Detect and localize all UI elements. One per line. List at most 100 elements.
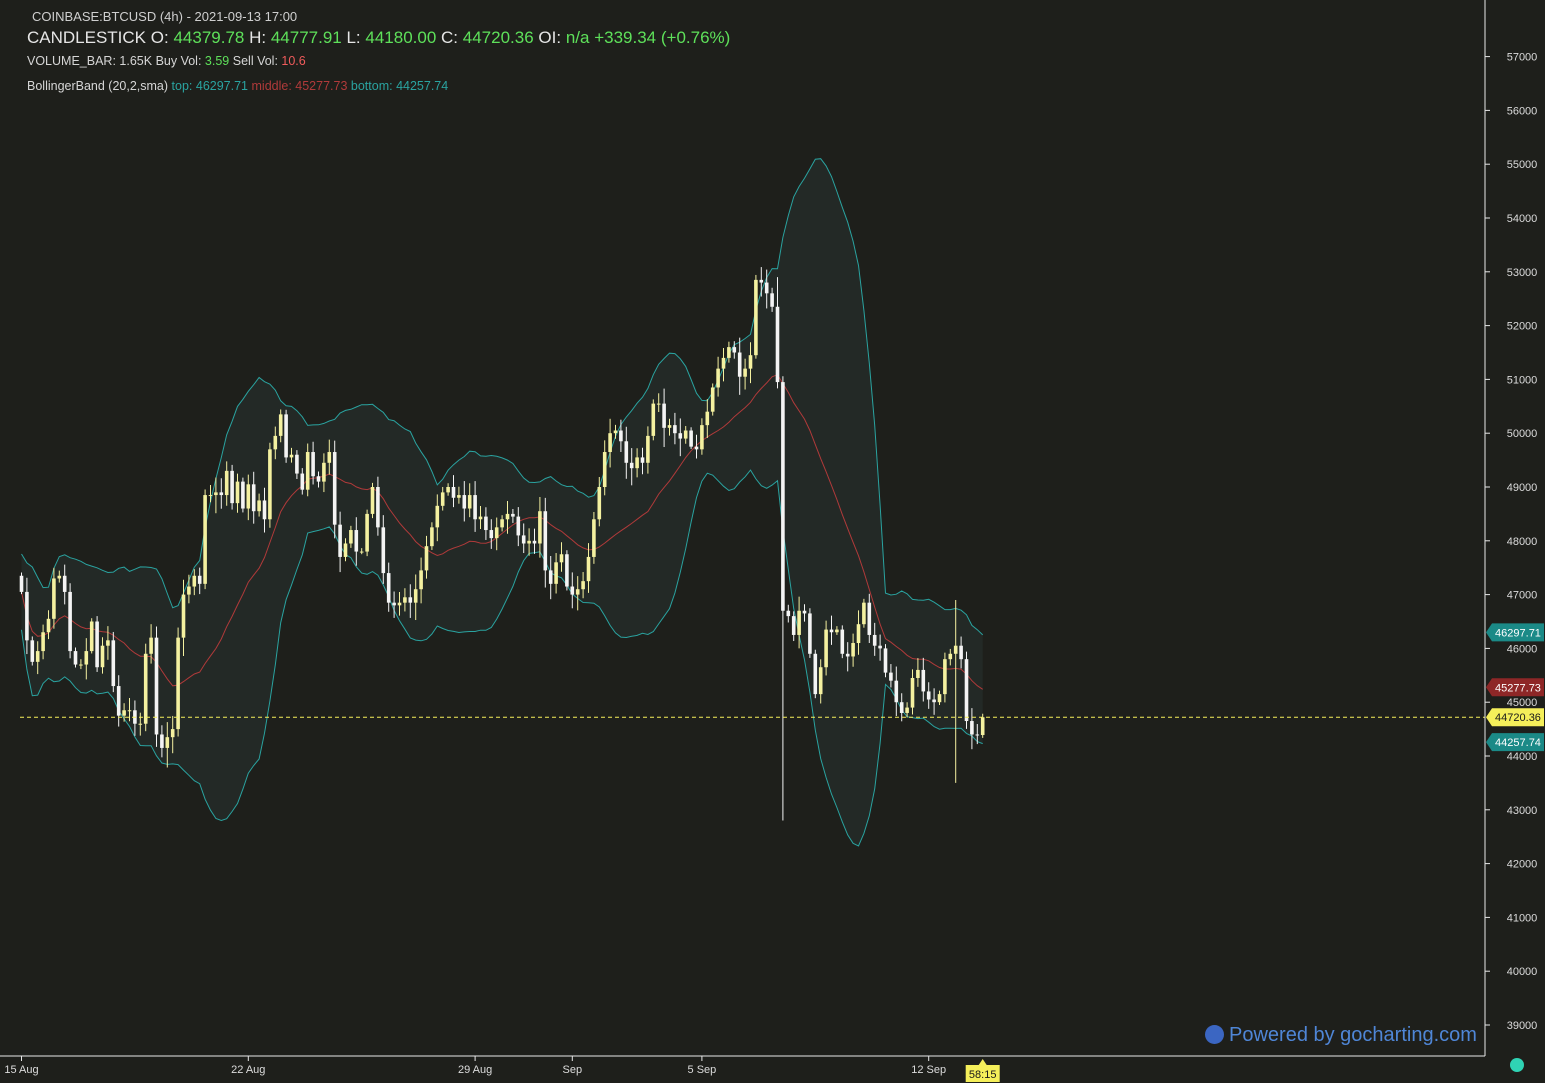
candle xyxy=(419,557,423,604)
plot-area xyxy=(19,158,1485,847)
candle-body xyxy=(521,535,526,544)
candle-body xyxy=(457,495,461,498)
low-value: 44180.00 xyxy=(365,28,437,47)
candle xyxy=(403,588,407,612)
bb-middle-value: 45277.73 xyxy=(295,79,348,93)
candle xyxy=(840,625,845,659)
candle xyxy=(818,659,823,704)
candle-body xyxy=(872,634,877,646)
candle-body xyxy=(170,729,175,738)
candle xyxy=(629,448,634,486)
y-tick-label: 44000 xyxy=(1507,751,1538,763)
candle-body xyxy=(192,575,197,587)
candle xyxy=(872,622,877,656)
close-value: 44720.36 xyxy=(462,28,534,47)
candle-body xyxy=(467,495,472,509)
candle-body xyxy=(419,570,423,590)
candle xyxy=(570,572,575,609)
candle-body xyxy=(160,734,164,748)
candle-body xyxy=(808,613,812,654)
candle-body xyxy=(592,519,596,557)
candle-body xyxy=(943,659,947,695)
y-tick-label: 56000 xyxy=(1507,105,1538,117)
candle xyxy=(559,542,564,572)
candle xyxy=(305,443,310,497)
candle-body xyxy=(975,734,980,736)
candle xyxy=(349,525,353,548)
x-tick-label: 12 Sep xyxy=(911,1064,946,1076)
countdown-tag-shape xyxy=(965,1059,1000,1082)
candle xyxy=(386,562,391,612)
candle-body xyxy=(451,487,456,498)
candle xyxy=(716,356,720,397)
candle-body xyxy=(743,368,747,377)
candle-body xyxy=(624,441,629,463)
candle xyxy=(181,579,186,657)
candle-body xyxy=(138,723,143,725)
candle-body xyxy=(840,629,845,654)
candle xyxy=(170,715,175,754)
candle-body xyxy=(856,624,861,644)
candle-body xyxy=(953,645,958,654)
candle xyxy=(921,657,926,702)
candle-body xyxy=(683,430,688,439)
candle xyxy=(581,572,585,599)
candle xyxy=(651,399,656,441)
candle-body xyxy=(737,352,742,377)
candle xyxy=(478,505,483,530)
candle-body xyxy=(970,721,974,735)
candle xyxy=(748,342,753,384)
candle-body xyxy=(700,425,704,450)
y-tick-label: 50000 xyxy=(1507,428,1538,440)
y-tick-label: 40000 xyxy=(1507,966,1538,978)
candle-body xyxy=(548,570,553,584)
candle-body xyxy=(689,430,693,447)
candle-body xyxy=(980,717,985,736)
candle-body xyxy=(484,516,488,531)
candle xyxy=(883,644,888,678)
candle xyxy=(484,507,488,540)
candle xyxy=(975,724,980,745)
candle-body xyxy=(597,487,602,520)
candle-body xyxy=(149,637,153,654)
candle-body xyxy=(602,452,607,487)
candle-body xyxy=(197,575,202,584)
candle xyxy=(208,485,213,503)
y-tick-label: 41000 xyxy=(1507,912,1538,924)
candle-body xyxy=(95,621,99,668)
candle xyxy=(127,698,132,722)
candle-body xyxy=(613,430,618,434)
candle xyxy=(262,487,267,533)
candle-body xyxy=(84,651,89,665)
powered-by-link[interactable]: Powered by gocharting.com xyxy=(1205,1024,1477,1047)
candle xyxy=(889,664,893,688)
change-percent: (+0.76%) xyxy=(660,28,731,47)
candle-body xyxy=(446,487,450,493)
candle-body xyxy=(154,637,159,735)
candle xyxy=(354,517,359,566)
candle-body xyxy=(370,487,375,514)
candle-body xyxy=(764,282,769,294)
bb-middle-label: middle: xyxy=(251,79,292,93)
close-label: C: xyxy=(441,28,459,47)
candle xyxy=(311,441,315,485)
candle-body xyxy=(851,643,855,657)
candle xyxy=(489,519,494,549)
candle xyxy=(494,517,499,551)
candle xyxy=(467,483,472,518)
buy-vol-label: Buy Vol: xyxy=(155,54,202,68)
candle-body xyxy=(235,481,240,504)
candle xyxy=(516,507,521,547)
x-tick-label: 29 Aug xyxy=(458,1064,492,1076)
ohlc-legend: CANDLESTICK O: 44379.78 H: 44777.91 L: 4… xyxy=(27,28,730,48)
candle xyxy=(57,570,62,583)
candle-body xyxy=(786,610,791,617)
candle xyxy=(592,511,596,564)
y-tick-label: 45000 xyxy=(1507,697,1538,709)
candle xyxy=(187,574,191,604)
candle-body xyxy=(430,527,434,547)
candle-body xyxy=(964,659,969,722)
candle xyxy=(143,643,148,732)
candle xyxy=(608,418,612,468)
